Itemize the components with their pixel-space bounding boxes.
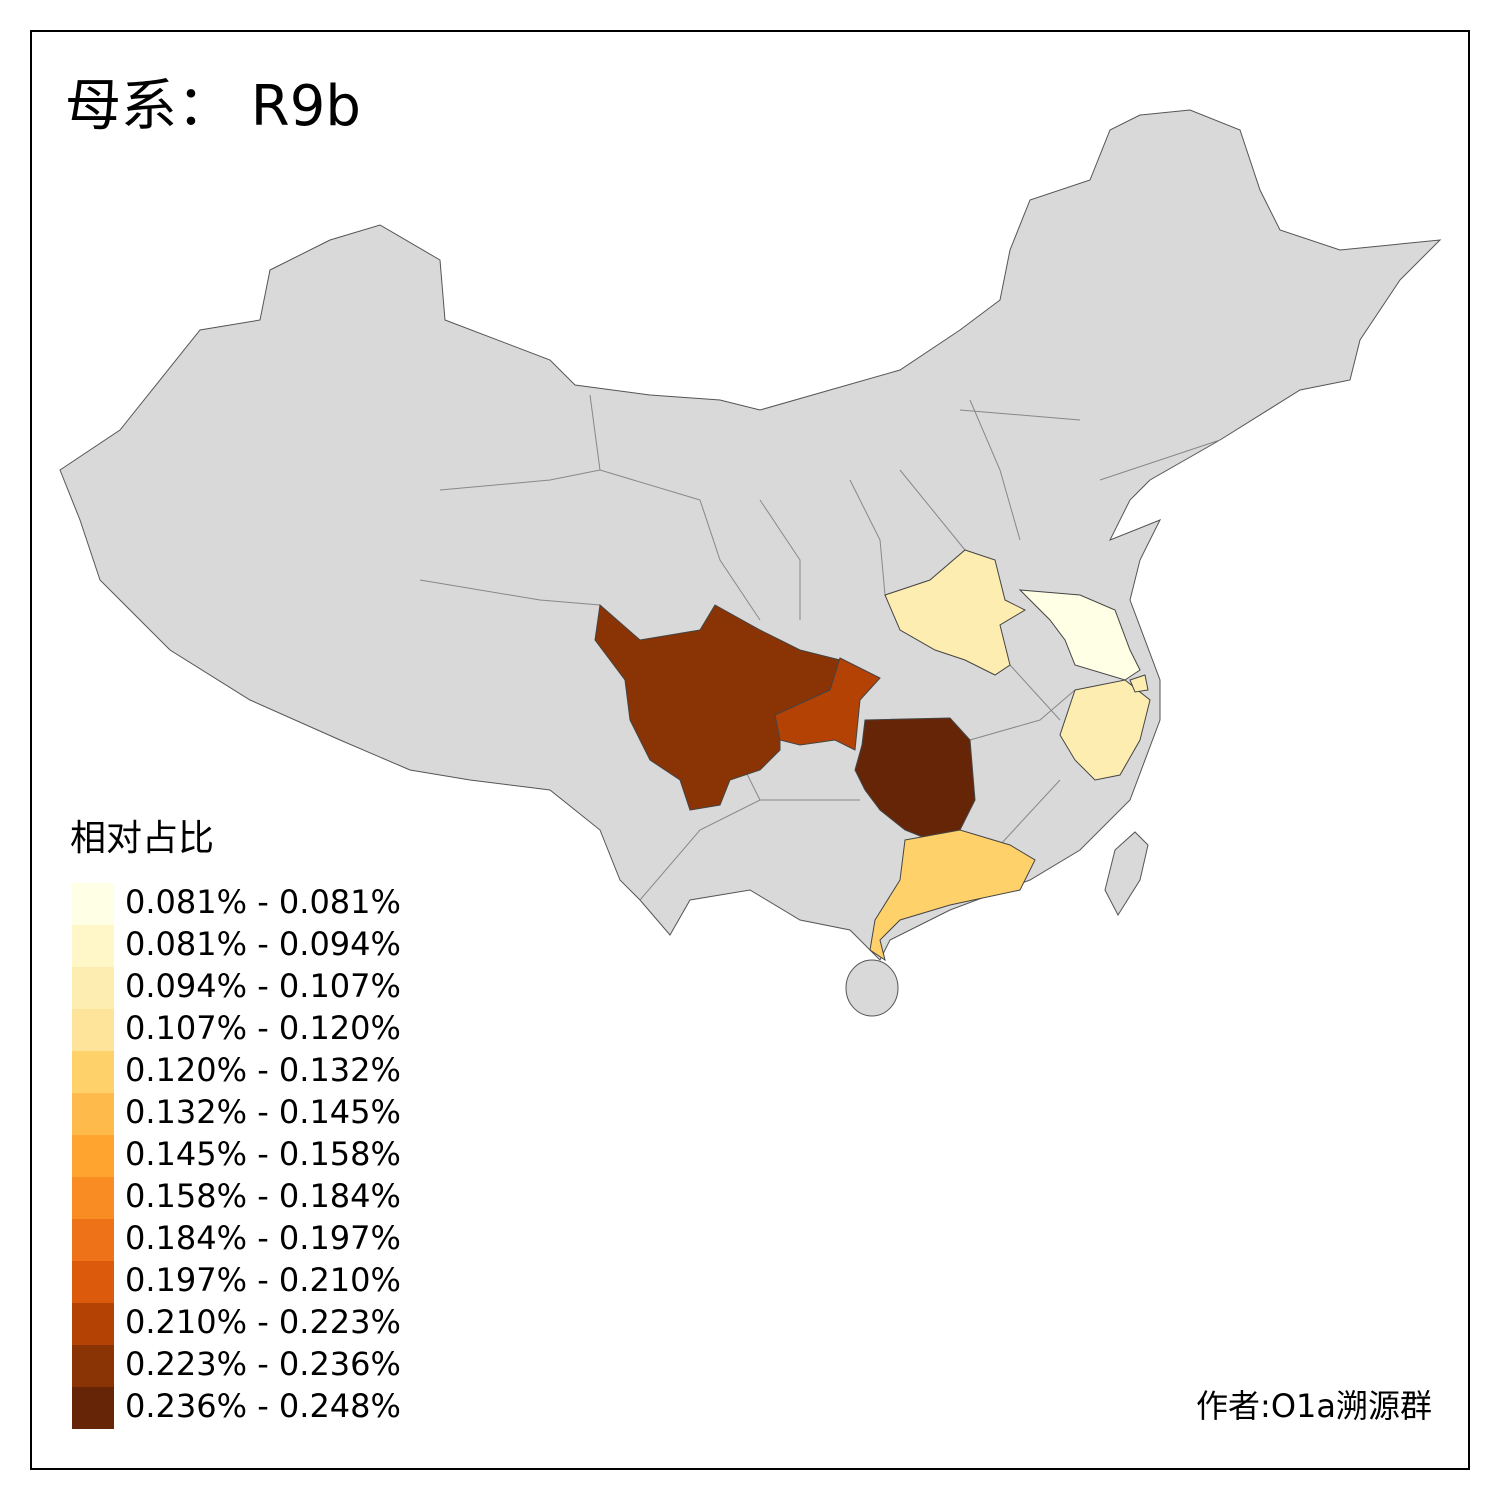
legend-label: 0.094% - 0.107% <box>125 967 401 1005</box>
legend-swatch <box>72 1345 114 1387</box>
legend-swatch <box>72 1135 114 1177</box>
province <box>869 829 1036 962</box>
province <box>1018 589 1141 681</box>
legend-swatch <box>72 1051 114 1093</box>
provinces <box>594 549 1151 962</box>
legend-title: 相对占比 <box>70 818 214 859</box>
province <box>594 604 841 811</box>
province <box>854 717 976 841</box>
province-border <box>419 394 1221 901</box>
province <box>1129 674 1149 693</box>
credit: 作者:O1a溯源群 <box>1196 1387 1432 1425</box>
legend-label: 0.184% - 0.197% <box>125 1219 401 1257</box>
legend-label: 0.081% - 0.094% <box>125 925 401 963</box>
island <box>845 959 899 1017</box>
legend-swatch <box>72 1261 114 1303</box>
legend: 0.081% - 0.081% 0.081% - 0.094% 0.094% - 0… <box>72 883 401 1429</box>
province <box>884 549 1027 676</box>
legend-swatch <box>72 1219 114 1261</box>
legend-label: 0.132% - 0.145% <box>125 1093 401 1131</box>
legend-swatch <box>72 1303 114 1345</box>
legend-label: 0.145% - 0.158% <box>125 1135 401 1173</box>
map-title: 母系： R9b <box>65 74 361 139</box>
legend-label: 0.197% - 0.210% <box>125 1261 401 1299</box>
legend-swatch <box>72 1093 114 1135</box>
legend-label: 0.081% - 0.081% <box>125 883 401 921</box>
legend-label: 0.120% - 0.132% <box>125 1051 401 1089</box>
legend-label: 0.210% - 0.223% <box>125 1303 401 1341</box>
legend-swatch <box>72 1177 114 1219</box>
legend-swatch <box>72 967 114 1009</box>
legend-label: 0.236% - 0.248% <box>125 1387 401 1425</box>
legend-swatch <box>72 925 114 967</box>
legend-label: 0.158% - 0.184% <box>125 1177 401 1215</box>
legend-swatch <box>72 883 114 925</box>
province <box>774 657 881 751</box>
legend-label: 0.107% - 0.120% <box>125 1009 401 1047</box>
island <box>1104 831 1149 917</box>
legend-swatch <box>72 1009 114 1051</box>
legend-label: 0.223% - 0.236% <box>125 1345 401 1383</box>
legend-swatch <box>72 1387 114 1429</box>
